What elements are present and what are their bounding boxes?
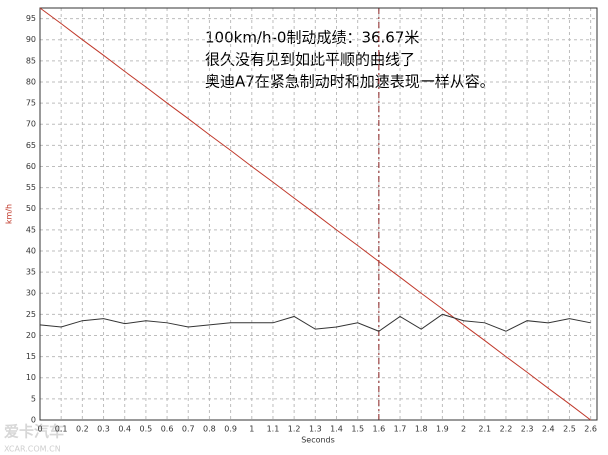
x-tick-label: 0.7 <box>182 425 195 434</box>
x-tick-label: 1.3 <box>309 425 322 434</box>
y-tick-label: 15 <box>26 352 36 361</box>
x-tick-label: 0.9 <box>224 425 237 434</box>
x-tick-label: 0.3 <box>97 425 110 434</box>
watermark: 爱卡汽车 <box>4 423 64 441</box>
y-tick-label: 95 <box>26 14 36 23</box>
x-tick-label: 1.4 <box>330 425 343 434</box>
watermark: XCAR.COM.CN <box>4 445 61 454</box>
y-tick-label: 80 <box>26 77 36 86</box>
x-tick-label: 1.1 <box>267 425 280 434</box>
y-tick-label: 10 <box>26 373 36 382</box>
y-tick-label: 30 <box>26 289 36 298</box>
y-tick-label: 45 <box>26 225 36 234</box>
x-tick-label: 1.2 <box>288 425 301 434</box>
x-tick-label: 0 <box>37 425 42 434</box>
y-tick-label: 5 <box>31 394 36 403</box>
x-tick-label: 2.5 <box>563 425 576 434</box>
x-tick-label: 0.6 <box>161 425 174 434</box>
y-tick-label: 90 <box>26 35 36 44</box>
x-tick-label: 1.6 <box>372 425 385 434</box>
x-tick-label: 0.8 <box>203 425 216 434</box>
x-tick-label: 2.2 <box>500 425 513 434</box>
x-tick-label: 2.1 <box>478 425 491 434</box>
x-tick-label: 2.6 <box>584 425 597 434</box>
x-tick-label: 2.3 <box>521 425 534 434</box>
line-series <box>39 313 591 332</box>
x-axis-label: Seconds <box>301 436 335 445</box>
plot-frame <box>39 7 598 421</box>
y-tick-label: 0 <box>31 416 36 425</box>
x-tick-label: 1.8 <box>415 425 428 434</box>
y-tick-label: 25 <box>26 310 36 319</box>
y-tick-label: 20 <box>26 331 36 340</box>
x-tick-label: 2.4 <box>542 425 555 434</box>
y-tick-label: 50 <box>26 204 36 213</box>
x-tick-label: 0.5 <box>140 425 153 434</box>
y-tick-label: 65 <box>26 141 36 150</box>
y-tick-label: 40 <box>26 246 36 255</box>
y-tick-label: 70 <box>26 120 36 129</box>
x-tick-label: 0.4 <box>118 425 131 434</box>
y-tick-label: 85 <box>26 56 36 65</box>
x-tick-label: 1 <box>249 425 254 434</box>
x-tick-label: 2 <box>461 425 466 434</box>
annotation: 100km/h-0制动成绩：36.67米 <box>205 29 419 47</box>
y-tick-label: 55 <box>26 183 36 192</box>
annotation: 奥迪A7在紧急制动时和加速表现一样从容。 <box>205 73 495 91</box>
x-tick-label: 1.5 <box>351 425 364 434</box>
x-tick-label: 1.9 <box>436 425 449 434</box>
x-tick-label: 1.7 <box>394 425 407 434</box>
y-tick-label: 75 <box>26 99 36 108</box>
y-tick-label: 35 <box>26 268 36 277</box>
y-tick-label: 60 <box>26 162 36 171</box>
annotation: 很久没有见到如此平顺的曲线了 <box>205 51 415 69</box>
y-axis-label: km/h <box>5 204 14 224</box>
x-tick-label: 0.1 <box>55 425 68 434</box>
line-series <box>39 7 591 421</box>
x-tick-label: 0.2 <box>76 425 89 434</box>
